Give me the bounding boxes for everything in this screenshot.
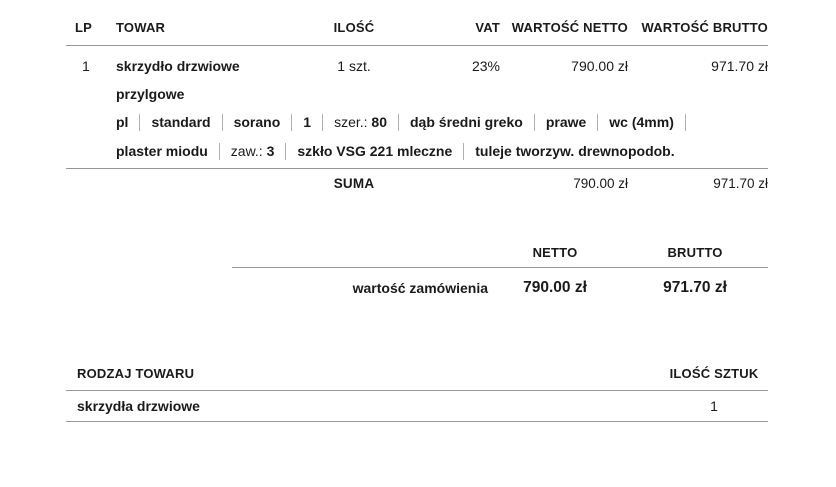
product-attributes: pl standard sorano 1 szer.: 80 dąb średni gre… bbox=[116, 108, 768, 168]
attribute-item: szkło VSG 221 mleczne bbox=[297, 142, 453, 159]
attribute-line-1: pl standard sorano 1 szer.: 80 dąb średni gre… bbox=[116, 108, 768, 137]
order-table-header-row: LP TOWAR ILOŚĆ VAT WARTOŚĆ NETTO WARTOŚĆ… bbox=[66, 0, 768, 46]
product-type-table: RODZAJ TOWARU ILOŚĆ SZTUK skrzydła drzwi… bbox=[66, 366, 768, 422]
column-header-towar: TOWAR bbox=[116, 20, 166, 35]
product-name: skrzydło drzwiowe przylgowe bbox=[116, 58, 240, 102]
column-header-lp: LP bbox=[75, 20, 93, 35]
attribute-item: dąb średni greko bbox=[410, 114, 523, 130]
attribute-separator bbox=[398, 114, 399, 131]
attribute-item: prawe bbox=[545, 114, 587, 130]
column-header-ilosc: ILOŚĆ bbox=[333, 20, 375, 35]
attribute-separator bbox=[463, 142, 465, 160]
order-table: LP TOWAR ILOŚĆ VAT WARTOŚĆ NETTO WARTOŚĆ… bbox=[66, 0, 768, 194]
row-quantity: 1 szt. bbox=[337, 58, 371, 74]
attribute-separator bbox=[533, 114, 535, 131]
column-header-wartosc-netto: WARTOŚĆ NETTO bbox=[511, 20, 628, 35]
attribute-item: tuleje tworzyw. drewnopodob. bbox=[475, 142, 675, 159]
attribute-item: plaster miodu bbox=[116, 142, 208, 159]
order-value-summary: NETTO BRUTTO wartość zamówienia 790.00 z… bbox=[232, 245, 768, 299]
attribute-separator bbox=[139, 114, 141, 131]
attribute-separator bbox=[221, 114, 223, 131]
attribute-separator bbox=[285, 142, 287, 160]
suma-label: SUMA bbox=[333, 176, 375, 191]
summary-brutto-header: BRUTTO bbox=[667, 245, 723, 260]
row-netto-value: 790.00 zł bbox=[571, 58, 628, 74]
attribute-separator bbox=[597, 114, 599, 131]
summary-netto-header: NETTO bbox=[532, 245, 578, 260]
attribute-separator bbox=[291, 114, 293, 131]
row-vat: 23% bbox=[471, 58, 500, 74]
attribute-separator bbox=[322, 114, 324, 131]
attribute-separator bbox=[684, 114, 686, 131]
order-value-label: wartość zamówienia bbox=[352, 280, 488, 296]
suma-netto-value: 790.00 zł bbox=[573, 176, 628, 191]
row-lp: 1 bbox=[82, 58, 90, 74]
attribute-item: szer.: 80 bbox=[334, 114, 387, 130]
attribute-item: pl bbox=[116, 114, 129, 130]
attribute-item: standard bbox=[151, 114, 211, 130]
type-quantity: 1 bbox=[710, 398, 718, 414]
type-column-header: RODZAJ TOWARU bbox=[77, 366, 195, 381]
type-name: skrzydła drzwiowe bbox=[77, 398, 200, 414]
row-brutto-value: 971.70 zł bbox=[711, 58, 768, 74]
summary-value-row: wartość zamówienia 790.00 zł 971.70 zł bbox=[232, 268, 768, 299]
table-row-divider bbox=[66, 168, 768, 169]
suma-brutto-value: 971.70 zł bbox=[713, 176, 768, 191]
order-brutto-value: 971.70 zł bbox=[663, 279, 727, 296]
column-header-wartosc-brutto: WARTOŚĆ BRUTTO bbox=[641, 20, 768, 35]
attribute-item: zaw.: 3 bbox=[230, 142, 275, 159]
summary-header-row: NETTO BRUTTO bbox=[232, 245, 768, 268]
attribute-item: sorano bbox=[233, 114, 281, 130]
type-table-header-row: RODZAJ TOWARU ILOŚĆ SZTUK bbox=[66, 366, 768, 391]
order-netto-value: 790.00 zł bbox=[523, 279, 587, 296]
qty-column-header: ILOŚĆ SZTUK bbox=[669, 366, 759, 381]
suma-row: SUMA 790.00 zł 971.70 zł bbox=[66, 169, 768, 194]
attribute-line-2: plaster miodu zaw.: 3 szkło VSG 221 mleczn… bbox=[116, 137, 768, 166]
table-row: skrzydła drzwiowe 1 bbox=[66, 391, 768, 422]
attribute-item: wc (4mm) bbox=[609, 114, 674, 130]
column-header-vat: VAT bbox=[475, 20, 500, 35]
attribute-separator bbox=[218, 142, 220, 160]
table-row: 1 skrzydło drzwiowe przylgowe 1 szt. 23%… bbox=[66, 46, 768, 108]
attribute-item: 1 bbox=[303, 114, 312, 130]
